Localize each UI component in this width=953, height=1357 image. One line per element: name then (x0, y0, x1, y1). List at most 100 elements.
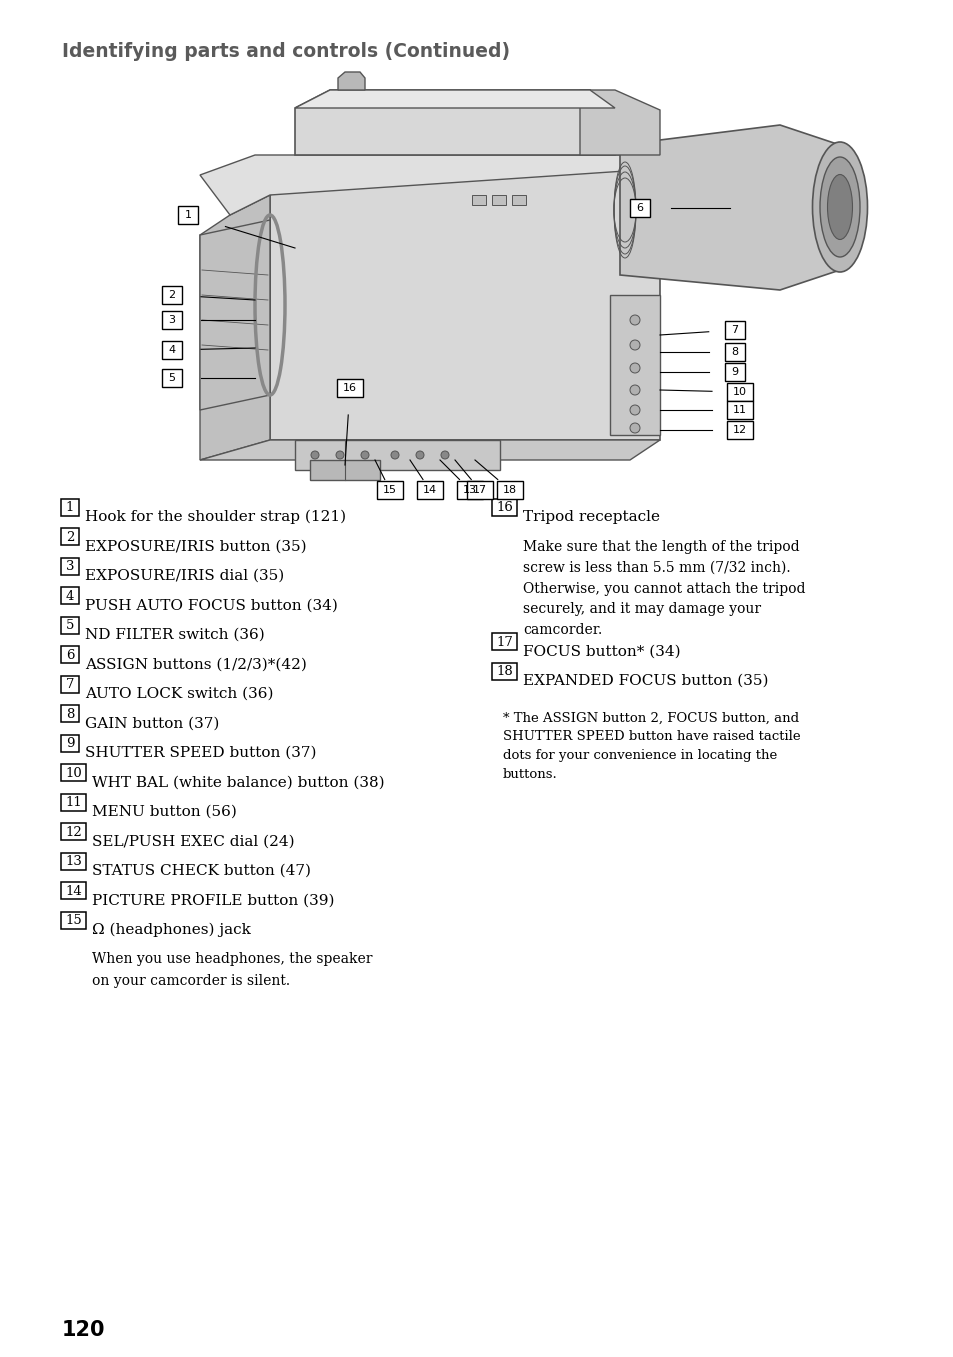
FancyBboxPatch shape (178, 206, 198, 224)
FancyBboxPatch shape (162, 286, 182, 304)
Text: dots for your convenience in locating the: dots for your convenience in locating th… (502, 749, 777, 763)
Circle shape (629, 364, 639, 373)
FancyBboxPatch shape (376, 480, 402, 499)
Bar (512, 195, 525, 205)
Text: 18: 18 (496, 665, 513, 678)
Text: 11: 11 (65, 797, 82, 809)
Text: SEL/PUSH EXEC dial (24): SEL/PUSH EXEC dial (24) (91, 835, 294, 848)
Polygon shape (337, 72, 365, 90)
FancyBboxPatch shape (492, 498, 517, 516)
Text: Identifying parts and controls (Continued): Identifying parts and controls (Continue… (62, 42, 510, 61)
Text: Tripod receptacle: Tripod receptacle (522, 510, 659, 524)
FancyBboxPatch shape (61, 588, 79, 604)
Polygon shape (294, 90, 615, 109)
Ellipse shape (812, 142, 866, 271)
FancyBboxPatch shape (61, 498, 79, 516)
FancyBboxPatch shape (336, 379, 363, 398)
Text: 2: 2 (66, 531, 74, 544)
Text: 7: 7 (66, 678, 74, 691)
FancyBboxPatch shape (726, 383, 752, 402)
FancyBboxPatch shape (492, 662, 517, 680)
FancyBboxPatch shape (61, 794, 86, 810)
Text: ASSIGN buttons (1/2/3)*(42): ASSIGN buttons (1/2/3)*(42) (85, 658, 307, 672)
FancyBboxPatch shape (724, 364, 744, 381)
Polygon shape (294, 440, 499, 470)
FancyBboxPatch shape (416, 480, 442, 499)
Polygon shape (579, 90, 659, 155)
FancyBboxPatch shape (724, 343, 744, 361)
Text: 8: 8 (66, 708, 74, 721)
FancyBboxPatch shape (724, 322, 744, 339)
Text: Hook for the shoulder strap (121): Hook for the shoulder strap (121) (85, 510, 346, 524)
Bar (492, 195, 505, 205)
Circle shape (360, 451, 369, 459)
Text: 2: 2 (169, 290, 175, 300)
Circle shape (629, 341, 639, 350)
Polygon shape (270, 170, 659, 440)
Text: GAIN button (37): GAIN button (37) (85, 716, 219, 730)
FancyBboxPatch shape (467, 480, 493, 499)
FancyBboxPatch shape (726, 421, 752, 440)
Text: 13: 13 (462, 484, 476, 495)
FancyBboxPatch shape (61, 616, 79, 634)
FancyBboxPatch shape (629, 199, 649, 217)
Text: 3: 3 (66, 560, 74, 573)
Polygon shape (310, 460, 379, 480)
Text: 14: 14 (422, 484, 436, 495)
Polygon shape (200, 220, 270, 410)
Polygon shape (619, 125, 840, 290)
Polygon shape (200, 155, 639, 214)
Text: EXPOSURE/IRIS button (35): EXPOSURE/IRIS button (35) (85, 540, 306, 554)
Text: * The ASSIGN button 2, FOCUS button, and: * The ASSIGN button 2, FOCUS button, and (502, 711, 799, 725)
Text: 17: 17 (496, 635, 513, 649)
FancyBboxPatch shape (456, 480, 482, 499)
Text: 4: 4 (169, 345, 175, 356)
Text: screw is less than 5.5 mm (7/32 inch).: screw is less than 5.5 mm (7/32 inch). (522, 560, 790, 574)
FancyBboxPatch shape (61, 676, 79, 692)
Text: buttons.: buttons. (502, 768, 558, 782)
FancyBboxPatch shape (61, 764, 86, 782)
Text: 13: 13 (65, 855, 82, 868)
Circle shape (629, 423, 639, 433)
Text: 1: 1 (66, 501, 74, 514)
Text: 12: 12 (732, 425, 746, 436)
Text: 16: 16 (343, 383, 356, 394)
FancyBboxPatch shape (162, 311, 182, 328)
FancyBboxPatch shape (61, 822, 86, 840)
Text: 14: 14 (65, 885, 82, 898)
FancyBboxPatch shape (726, 402, 752, 419)
FancyBboxPatch shape (61, 912, 86, 928)
Circle shape (629, 404, 639, 415)
Text: Otherwise, you cannot attach the tripod: Otherwise, you cannot attach the tripod (522, 582, 804, 596)
Text: 8: 8 (731, 347, 738, 357)
Circle shape (335, 451, 344, 459)
Text: 7: 7 (731, 324, 738, 335)
Circle shape (391, 451, 398, 459)
Text: 9: 9 (66, 737, 74, 750)
FancyBboxPatch shape (497, 480, 522, 499)
Text: When you use headphones, the speaker: When you use headphones, the speaker (91, 953, 372, 966)
Text: 5: 5 (66, 619, 74, 632)
FancyBboxPatch shape (61, 852, 86, 870)
FancyBboxPatch shape (492, 632, 517, 650)
Circle shape (440, 451, 449, 459)
FancyBboxPatch shape (162, 369, 182, 387)
Circle shape (629, 385, 639, 395)
Text: FOCUS button* (34): FOCUS button* (34) (522, 645, 679, 658)
Text: 3: 3 (169, 315, 175, 324)
Polygon shape (609, 294, 659, 436)
Text: ND FILTER switch (36): ND FILTER switch (36) (85, 628, 265, 642)
Text: STATUS CHECK button (47): STATUS CHECK button (47) (91, 864, 311, 878)
Text: 15: 15 (65, 915, 82, 927)
FancyBboxPatch shape (61, 646, 79, 664)
Text: EXPOSURE/IRIS dial (35): EXPOSURE/IRIS dial (35) (85, 569, 284, 584)
FancyBboxPatch shape (61, 882, 86, 898)
Text: 12: 12 (65, 826, 82, 839)
Polygon shape (200, 195, 270, 460)
Text: 9: 9 (731, 366, 738, 377)
Text: camcorder.: camcorder. (522, 623, 601, 638)
Text: EXPANDED FOCUS button (35): EXPANDED FOCUS button (35) (522, 674, 768, 688)
Text: 6: 6 (66, 649, 74, 662)
Text: on your camcorder is silent.: on your camcorder is silent. (91, 974, 290, 988)
Text: 18: 18 (502, 484, 517, 495)
